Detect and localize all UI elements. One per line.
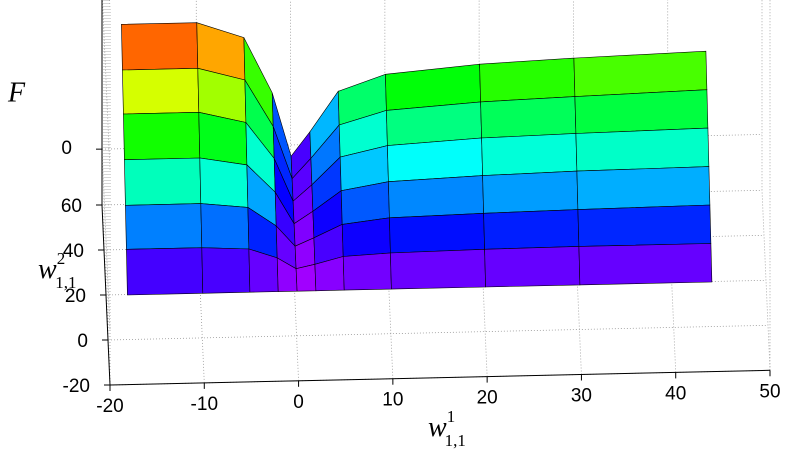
surface-patch [481, 133, 578, 176]
x-tick-label: -20 [96, 396, 123, 417]
x-tick-label: 40 [665, 383, 686, 404]
z-tick-label: 0 [61, 138, 72, 159]
surface-patch [576, 166, 711, 210]
grid-line [101, 149, 111, 330]
y-tick-label: 0 [77, 331, 88, 352]
surface-patch [123, 111, 201, 161]
surface-patch [199, 157, 249, 208]
x-axis-label: w1 1,1 [428, 407, 466, 450]
surface-patch [575, 127, 710, 172]
surface-patch [122, 67, 200, 115]
surface-patch [578, 243, 713, 286]
y-tick-label: 40 [63, 241, 84, 262]
x-tick-label: 0 [293, 392, 304, 413]
y-label-base: w [38, 254, 57, 285]
surface-patch [484, 246, 581, 288]
y-tick-label: 60 [61, 196, 82, 217]
surface-patch [389, 212, 485, 254]
surface-patch [388, 175, 484, 219]
surface-patch [480, 96, 577, 139]
surface-patch [387, 137, 483, 183]
x-label-sup: 1 [447, 407, 455, 426]
surface-patch [483, 209, 580, 250]
y-axis-label: w2 1,1 [38, 249, 76, 292]
surface-patch [201, 247, 251, 294]
surface-patch [574, 89, 709, 134]
surface-patch [121, 22, 199, 71]
axis-line [109, 369, 771, 386]
y-label-sub: 1,1 [55, 273, 76, 292]
surface-patch [390, 248, 486, 290]
surface-patch [342, 252, 392, 291]
x-tick-label: -10 [191, 394, 218, 415]
grid-line [107, 324, 769, 341]
grid-line [102, 0, 111, 170]
x-tick-label: 30 [571, 386, 592, 407]
surface-patch [482, 170, 579, 214]
x-tick-label: 20 [477, 388, 498, 409]
surface-patch [125, 203, 203, 250]
surface-patch [124, 157, 202, 206]
y-tick-label: 20 [65, 286, 86, 307]
surface-patch [341, 217, 391, 257]
z-axis-label: F [7, 77, 26, 108]
grid-line [109, 0, 111, 11]
surface-patch [126, 247, 204, 296]
x-tick-label: 10 [382, 390, 403, 411]
x-label-base: w [428, 412, 447, 443]
y-tick-label: -20 [63, 376, 90, 397]
x-label-sub: 1,1 [445, 431, 466, 450]
surface-patch [200, 203, 250, 250]
surface-patch [577, 204, 712, 247]
surface-patch [295, 263, 317, 292]
x-tick-label: 50 [759, 381, 780, 402]
y-label-sup: 2 [57, 249, 66, 268]
surface-patch [479, 57, 576, 103]
surface-patch [573, 50, 708, 97]
